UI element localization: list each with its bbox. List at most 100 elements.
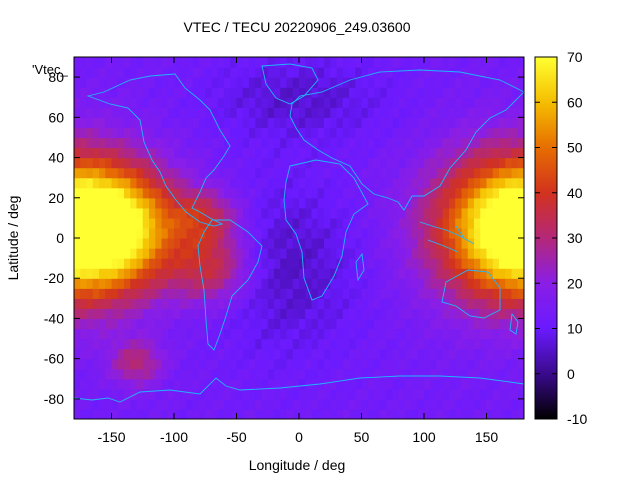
heatmap-cell (74, 408, 81, 419)
heatmap-cell (455, 388, 463, 400)
heatmap-cell (211, 388, 219, 400)
heatmap-cell (305, 268, 313, 279)
heatmap-cell (517, 278, 524, 289)
heatmap-cell (392, 268, 400, 279)
heatmap-cell (455, 97, 463, 108)
heatmap-cell (255, 147, 263, 159)
heatmap-cell (236, 67, 244, 78)
heatmap-cell (492, 207, 500, 219)
heatmap-cell (117, 318, 125, 330)
heatmap-cell (255, 187, 263, 199)
heatmap-cell (211, 238, 219, 249)
heatmap-cell (192, 157, 200, 169)
heatmap-cell (217, 67, 225, 78)
heatmap-cell (449, 288, 456, 299)
heatmap-cell (467, 117, 475, 128)
colorbar-tick-label: -10 (567, 411, 587, 427)
heatmap-cell (367, 248, 375, 259)
heatmap-cell (474, 227, 481, 239)
heatmap-cell (430, 318, 438, 330)
heatmap-cell (461, 227, 469, 239)
heatmap-cell (430, 197, 438, 209)
heatmap-cell (511, 227, 519, 239)
heatmap-cell (105, 137, 113, 149)
heatmap-cell (161, 328, 169, 340)
heatmap-cell (305, 107, 313, 118)
heatmap-cell (361, 338, 369, 350)
heatmap-cell (155, 177, 163, 189)
heatmap-cell (117, 97, 125, 108)
heatmap-cell (299, 217, 306, 229)
heatmap-cell (499, 258, 506, 269)
heatmap-cell (174, 268, 181, 279)
y-tick-label: 60 (48, 109, 64, 125)
heatmap-cell (361, 197, 369, 209)
heatmap-cell (386, 368, 394, 380)
heatmap-cell (311, 167, 319, 179)
heatmap-cell (436, 147, 444, 159)
heatmap-cell (380, 288, 388, 299)
heatmap-cell (136, 238, 144, 249)
heatmap-cell (367, 57, 375, 68)
heatmap-cell (424, 318, 431, 330)
heatmap-cell (267, 358, 275, 370)
heatmap-cell (211, 177, 219, 189)
coastline-maritime-continent (419, 221, 475, 253)
heatmap-cell (511, 187, 519, 199)
heatmap-cell (517, 197, 524, 209)
heatmap-cell (105, 77, 113, 88)
heatmap-cell (142, 217, 150, 229)
heatmap-cell (367, 187, 375, 199)
heatmap-cell (180, 97, 188, 108)
heatmap-cell (467, 268, 475, 279)
heatmap-cell (224, 278, 231, 289)
heatmap-cell (199, 137, 206, 149)
heatmap-cell (167, 348, 175, 360)
heatmap-cell (249, 227, 256, 239)
heatmap-cell (224, 127, 231, 139)
heatmap-cell (505, 207, 513, 219)
heatmap-cell (292, 388, 300, 400)
heatmap-cell (380, 197, 388, 209)
heatmap-cell (449, 187, 456, 199)
heatmap-cell (292, 137, 300, 149)
heatmap-cell (436, 318, 444, 330)
heatmap-cell (111, 117, 119, 128)
heatmap-cell (111, 408, 119, 419)
heatmap-cell (255, 137, 263, 149)
heatmap-cell (249, 187, 256, 199)
heatmap-cell (105, 117, 113, 128)
heatmap-cell (430, 398, 438, 410)
heatmap-cell (230, 368, 238, 380)
heatmap-cell (336, 378, 344, 390)
heatmap-cell (317, 258, 325, 269)
heatmap-cell (517, 137, 524, 149)
heatmap-cell (367, 238, 375, 249)
heatmap-cell (186, 328, 194, 340)
heatmap-cell (230, 358, 238, 370)
heatmap-cell (517, 398, 524, 410)
heatmap-cell (161, 368, 169, 380)
heatmap-cell (99, 167, 106, 179)
heatmap-cell (417, 157, 425, 169)
heatmap-cell (330, 318, 338, 330)
heatmap-cell (511, 368, 519, 380)
heatmap-cell (111, 137, 119, 149)
heatmap-cell (74, 87, 81, 98)
heatmap-cell (230, 217, 238, 229)
heatmap-cell (242, 57, 250, 68)
heatmap-cell (167, 67, 175, 78)
heatmap-cell (480, 207, 488, 219)
heatmap-cell (186, 318, 194, 330)
heatmap-cell (199, 278, 206, 289)
heatmap-cell (317, 187, 325, 199)
heatmap-cell (342, 207, 350, 219)
heatmap-cell (192, 248, 200, 259)
heatmap-cell (405, 157, 413, 169)
heatmap-cell (149, 298, 156, 309)
heatmap-cell (130, 258, 138, 269)
heatmap-cell (399, 77, 406, 88)
heatmap-cell (161, 227, 169, 239)
heatmap-cell (286, 248, 294, 259)
heatmap-cell (105, 157, 113, 169)
